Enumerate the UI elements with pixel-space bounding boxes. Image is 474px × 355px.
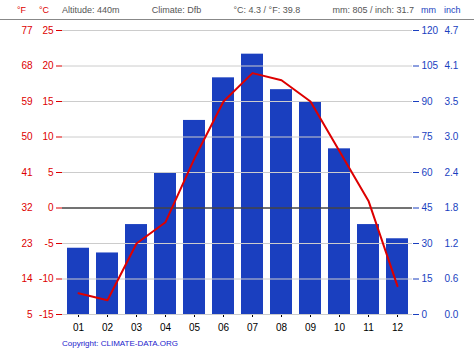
html-text:mm: 805 / inch: 31.7: mm: 805 / inch: 31.7 xyxy=(332,5,414,15)
svg-text:25: 25 xyxy=(42,25,54,36)
svg-text:09: 09 xyxy=(305,322,317,333)
svg-text:1.8: 1.8 xyxy=(445,202,459,213)
svg-text:14: 14 xyxy=(21,273,33,284)
svg-text:5: 5 xyxy=(27,309,33,320)
svg-text:4.7: 4.7 xyxy=(445,25,459,36)
svg-text:07: 07 xyxy=(247,322,259,333)
svg-text:77: 77 xyxy=(21,25,33,36)
svg-text:4.1: 4.1 xyxy=(445,60,459,71)
svg-text:03: 03 xyxy=(131,322,143,333)
svg-text:60: 60 xyxy=(422,167,434,178)
svg-text:120: 120 xyxy=(422,25,439,36)
svg-text:5: 5 xyxy=(48,167,54,178)
svg-text:3.0: 3.0 xyxy=(445,131,459,142)
svg-text:12: 12 xyxy=(392,322,404,333)
svg-text:20: 20 xyxy=(42,60,54,71)
svg-text:11: 11 xyxy=(363,322,374,333)
svg-text:08: 08 xyxy=(276,322,288,333)
svg-text:75: 75 xyxy=(422,131,434,142)
svg-text:1.2: 1.2 xyxy=(445,238,459,249)
html-text:Altitude: 440m: Altitude: 440m xyxy=(62,5,120,15)
svg-text:105: 105 xyxy=(422,60,439,71)
svg-text:50: 50 xyxy=(21,131,33,142)
html-text:mm: mm xyxy=(421,5,436,15)
html-text:inch: inch xyxy=(444,5,461,15)
svg-text:15: 15 xyxy=(42,96,54,107)
svg-text:41: 41 xyxy=(21,167,33,178)
html-text:°F: °F xyxy=(17,5,27,15)
svg-text:32: 32 xyxy=(21,202,33,213)
html-text:°C: 4.3 / °F: 39.8: °C: 4.3 / °F: 39.8 xyxy=(233,5,301,15)
svg-text:23: 23 xyxy=(21,238,33,249)
svg-text:10: 10 xyxy=(334,322,346,333)
svg-text:15: 15 xyxy=(422,273,434,284)
svg-text:59: 59 xyxy=(21,96,33,107)
svg-text:-5: -5 xyxy=(45,238,54,249)
svg-text:06: 06 xyxy=(218,322,230,333)
svg-text:-10: -10 xyxy=(39,273,54,284)
svg-text:10: 10 xyxy=(42,131,54,142)
svg-text:-15: -15 xyxy=(39,309,54,320)
svg-text:05: 05 xyxy=(189,322,201,333)
html-text:Climate: Dfb: Climate: Dfb xyxy=(151,5,202,15)
svg-text:68: 68 xyxy=(21,60,33,71)
svg-text:45: 45 xyxy=(422,202,434,213)
svg-text:30: 30 xyxy=(422,238,434,249)
html-text:Copyright: CLIMATE-DATA.ORG: Copyright: CLIMATE-DATA.ORG xyxy=(62,339,178,348)
svg-text:0: 0 xyxy=(48,202,54,213)
svg-text:2.4: 2.4 xyxy=(445,167,459,178)
svg-text:0: 0 xyxy=(422,309,428,320)
svg-text:3.5: 3.5 xyxy=(445,96,459,107)
svg-text:02: 02 xyxy=(102,322,114,333)
html-text:°C: °C xyxy=(39,5,50,15)
svg-text:90: 90 xyxy=(422,96,434,107)
svg-text:01: 01 xyxy=(73,322,85,333)
svg-text:0.6: 0.6 xyxy=(445,273,459,284)
svg-text:04: 04 xyxy=(160,322,172,333)
svg-text:0.0: 0.0 xyxy=(445,309,459,320)
